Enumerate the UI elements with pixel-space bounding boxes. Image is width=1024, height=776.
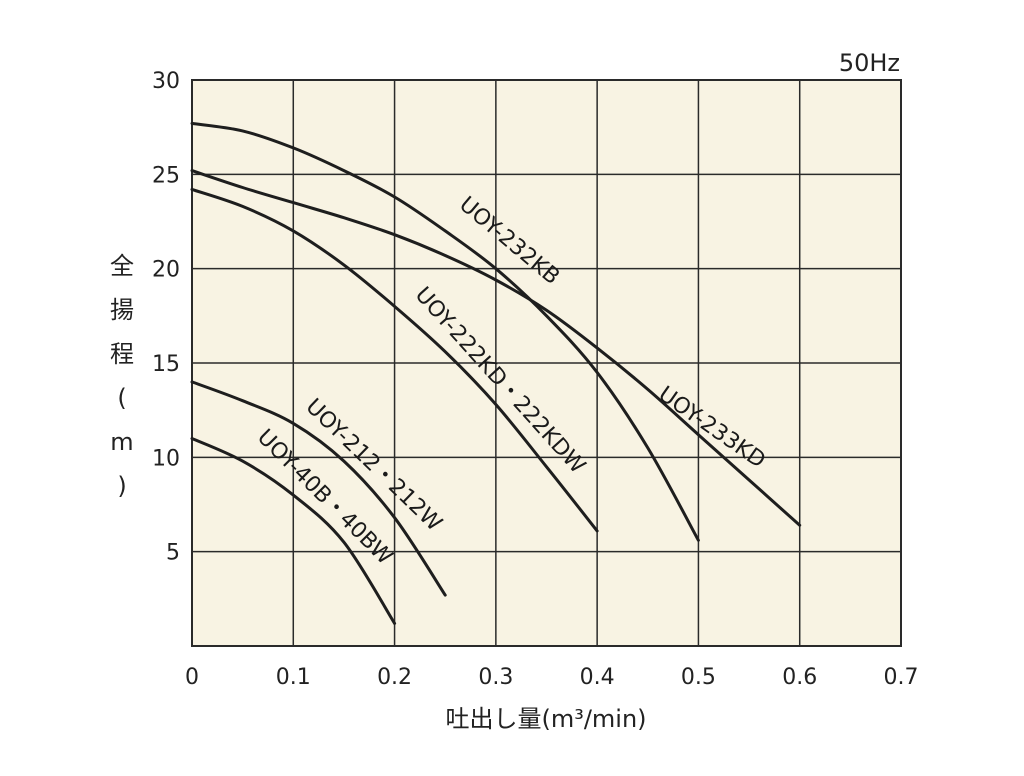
performance-curves: [190, 121, 802, 625]
y-tick-label: 20: [152, 258, 180, 283]
x-tick-label: 0.6: [782, 665, 817, 690]
x-tick-label: 0.4: [580, 665, 615, 690]
x-tick-label: 0.3: [478, 665, 513, 690]
y-tick-label: 25: [152, 163, 180, 188]
x-tick-label: 0.5: [681, 665, 716, 690]
x-tick-label: 0: [185, 665, 199, 690]
y-axis-label-char: 全: [110, 252, 134, 280]
y-tick-label: 5: [166, 541, 180, 566]
curve-uoy-40b-40bw: [190, 437, 397, 625]
y-tick-label: 30: [152, 69, 180, 94]
x-tick-label: 0.1: [276, 665, 311, 690]
frequency-label: 50Hz: [839, 49, 900, 77]
y-axis-label-char: ): [117, 472, 126, 500]
curve-uoy-232kb: [190, 121, 700, 542]
curve-uoy-212-212w: [190, 380, 447, 597]
y-axis-label-char: 程: [110, 340, 134, 368]
x-tick-label: 0.7: [884, 665, 919, 690]
y-axis-label-char: m: [110, 428, 133, 456]
plot-frame: [191, 79, 902, 647]
y-axis-label-char: 揚: [110, 296, 134, 324]
x-axis-label: 吐出し量(m³/min): [445, 705, 646, 733]
y-axis-label: 全揚程 ( m): [110, 252, 134, 500]
curve-uoy-222kd-222kdw: [190, 187, 599, 533]
y-axis-label-char: (: [117, 384, 126, 412]
x-tick-label: 0.2: [377, 665, 412, 690]
grid-lines: [192, 80, 901, 646]
y-tick-label: 10: [152, 446, 180, 471]
y-tick-label: 15: [152, 352, 180, 377]
x-tick-labels: 0 0.1 0.2 0.3 0.4 0.5 0.6 0.7: [185, 665, 919, 690]
y-tick-labels: 5 10 15 20 25 30: [152, 69, 180, 566]
curve-uoy-233kd: [190, 169, 802, 527]
